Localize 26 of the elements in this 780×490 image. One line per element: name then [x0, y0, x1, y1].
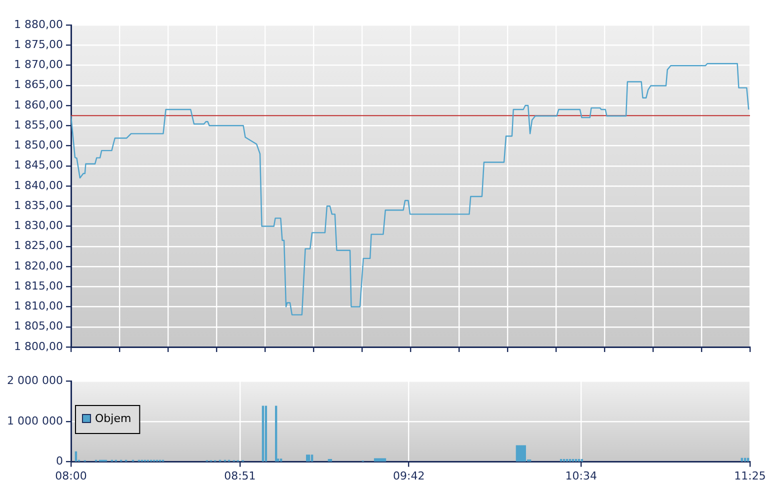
- y-tick-label: 1 000 000: [7, 414, 63, 428]
- y-tick-label: 1 820,00: [14, 259, 63, 272]
- y-tick-label: 1 830,00: [14, 219, 63, 232]
- y-tick-label: 1 865,00: [14, 78, 63, 92]
- x-tick-label: 10:34: [565, 469, 597, 482]
- y-tick-label: 1 870,00: [14, 58, 63, 72]
- x-tick-label: 11:25: [734, 469, 766, 482]
- y-tick-label: 1 845,00: [14, 158, 63, 172]
- y-tick-label: 1 875,00: [14, 38, 63, 51]
- y-tick-label: 1 805,00: [14, 320, 63, 333]
- x-tick-label: 08:00: [55, 469, 87, 482]
- y-tick-label: 1 815,00: [14, 279, 63, 292]
- y-tick-label: 1 840,00: [14, 178, 63, 192]
- y-tick-label: 2 000 000: [7, 374, 63, 387]
- y-tick-label: 1 860,00: [14, 98, 63, 112]
- x-tick-label: 08:51: [224, 469, 256, 482]
- legend-label: Objem: [95, 412, 132, 425]
- y-tick-label: 1 810,00: [14, 300, 63, 313]
- y-tick-label: 1 850,00: [14, 138, 63, 152]
- y-tick-label: 1 825,00: [14, 239, 63, 252]
- y-tick-label: 1 835,00: [14, 198, 63, 212]
- y-tick-label: 0: [56, 454, 63, 468]
- y-tick-label: 1 800,00: [14, 340, 63, 353]
- y-tick-label: 1 855,00: [14, 118, 63, 132]
- x-tick-label: 09:42: [392, 469, 425, 482]
- y-tick-label: 1 880,00: [14, 18, 63, 31]
